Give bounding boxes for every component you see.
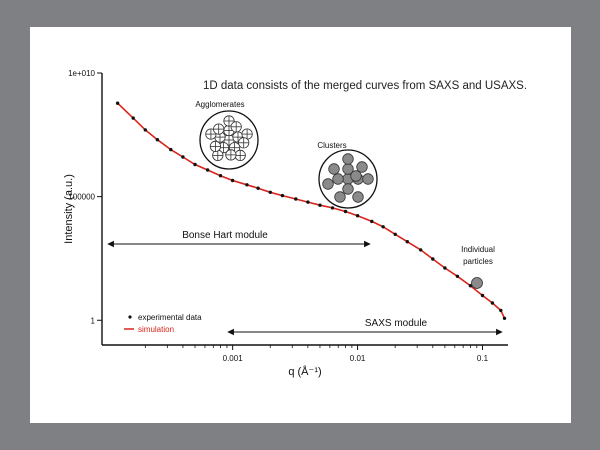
- data-point: [419, 248, 423, 252]
- agglomerates-illustration: [199, 110, 259, 170]
- data-point: [490, 301, 495, 305]
- data-point: [405, 240, 409, 244]
- saxs-chart: 1D data consists of the merged curves fr…: [63, 69, 527, 378]
- data-point: [169, 147, 173, 152]
- clusters-label: Clusters: [317, 141, 346, 150]
- agglomerates-label: Agglomerates: [195, 100, 244, 109]
- saxs-module-label: SAXS module: [365, 318, 428, 329]
- chart-title: 1D data consists of the merged curves fr…: [203, 80, 527, 92]
- data-point: [306, 200, 310, 204]
- data-point: [443, 266, 447, 270]
- data-point: [499, 308, 503, 313]
- data-point: [502, 316, 507, 320]
- slide: 1D data consists of the merged curves fr…: [30, 27, 571, 423]
- x-tick-label-0: 0.001: [223, 354, 244, 363]
- clusters-illustration: [318, 149, 378, 209]
- data-point: [294, 197, 298, 201]
- data-point: [393, 232, 397, 236]
- simulation-line: [117, 102, 506, 319]
- data-point: [218, 174, 223, 178]
- x-tick-label-1: 0.01: [350, 354, 366, 363]
- y-tick-label-1: 100000: [68, 193, 95, 202]
- experimental-series: [115, 101, 507, 320]
- data-point: [193, 162, 197, 167]
- data-point: [115, 101, 120, 105]
- data-point: [330, 206, 335, 210]
- data-point: [143, 128, 147, 132]
- individual-particles-label-line2: particles: [463, 257, 493, 266]
- data-point: [131, 116, 135, 120]
- y-axis-label: Intensity (a.u.): [63, 174, 75, 244]
- data-point: [480, 293, 485, 298]
- data-point: [355, 214, 360, 218]
- data-point: [468, 284, 473, 288]
- x-ticks: 0.001 0.01 0.1: [144, 345, 489, 363]
- y-tick-label-0: 1: [91, 316, 96, 325]
- data-point: [370, 219, 374, 224]
- individual-particle-icon: [471, 277, 483, 289]
- data-point: [455, 274, 460, 278]
- data-point: [181, 155, 185, 159]
- legend: experimental data simulation: [124, 313, 202, 334]
- data-point: [268, 190, 272, 194]
- legend-marker-experimental: [128, 315, 132, 319]
- individual-particles-label-line1: Individual: [461, 245, 495, 254]
- data-point: [280, 193, 285, 198]
- simulation-series: [117, 102, 506, 319]
- data-point: [381, 225, 385, 229]
- data-point: [245, 183, 249, 187]
- legend-label-simulation: simulation: [138, 325, 174, 334]
- data-point: [343, 209, 348, 214]
- data-point: [431, 257, 435, 261]
- data-point: [318, 203, 322, 207]
- x-tick-label-2: 0.1: [477, 354, 489, 363]
- y-tick-label-2: 1e+010: [68, 69, 95, 78]
- bonse-hart-label: Bonse Hart module: [182, 230, 268, 241]
- x-axis-label: q (Å⁻¹): [288, 365, 321, 378]
- legend-label-experimental: experimental data: [138, 313, 202, 322]
- data-point: [230, 178, 235, 183]
- data-point: [155, 138, 160, 142]
- y-ticks: 1 100000 1e+010: [68, 69, 102, 325]
- data-point: [256, 186, 260, 190]
- data-point: [205, 168, 210, 172]
